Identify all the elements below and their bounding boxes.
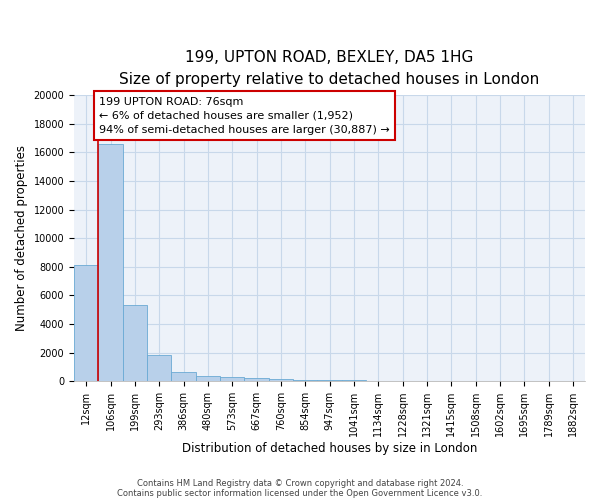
- Bar: [147, 355, 172, 381]
- Bar: [196, 376, 220, 381]
- X-axis label: Distribution of detached houses by size in London: Distribution of detached houses by size …: [182, 442, 477, 455]
- Bar: [122, 306, 147, 381]
- Bar: [220, 378, 244, 381]
- Bar: [269, 379, 293, 381]
- Text: Contains HM Land Registry data © Crown copyright and database right 2024.: Contains HM Land Registry data © Crown c…: [137, 478, 463, 488]
- Bar: [98, 144, 122, 381]
- Bar: [341, 380, 366, 381]
- Bar: [172, 372, 196, 381]
- Bar: [366, 380, 391, 381]
- Bar: [293, 380, 317, 381]
- Text: 199 UPTON ROAD: 76sqm
← 6% of detached houses are smaller (1,952)
94% of semi-de: 199 UPTON ROAD: 76sqm ← 6% of detached h…: [99, 96, 390, 134]
- Bar: [74, 266, 98, 381]
- Title: 199, UPTON ROAD, BEXLEY, DA5 1HG
Size of property relative to detached houses in: 199, UPTON ROAD, BEXLEY, DA5 1HG Size of…: [119, 50, 539, 87]
- Bar: [317, 380, 341, 381]
- Y-axis label: Number of detached properties: Number of detached properties: [15, 146, 28, 332]
- Bar: [244, 378, 269, 381]
- Bar: [391, 380, 415, 381]
- Text: Contains public sector information licensed under the Open Government Licence v3: Contains public sector information licen…: [118, 488, 482, 498]
